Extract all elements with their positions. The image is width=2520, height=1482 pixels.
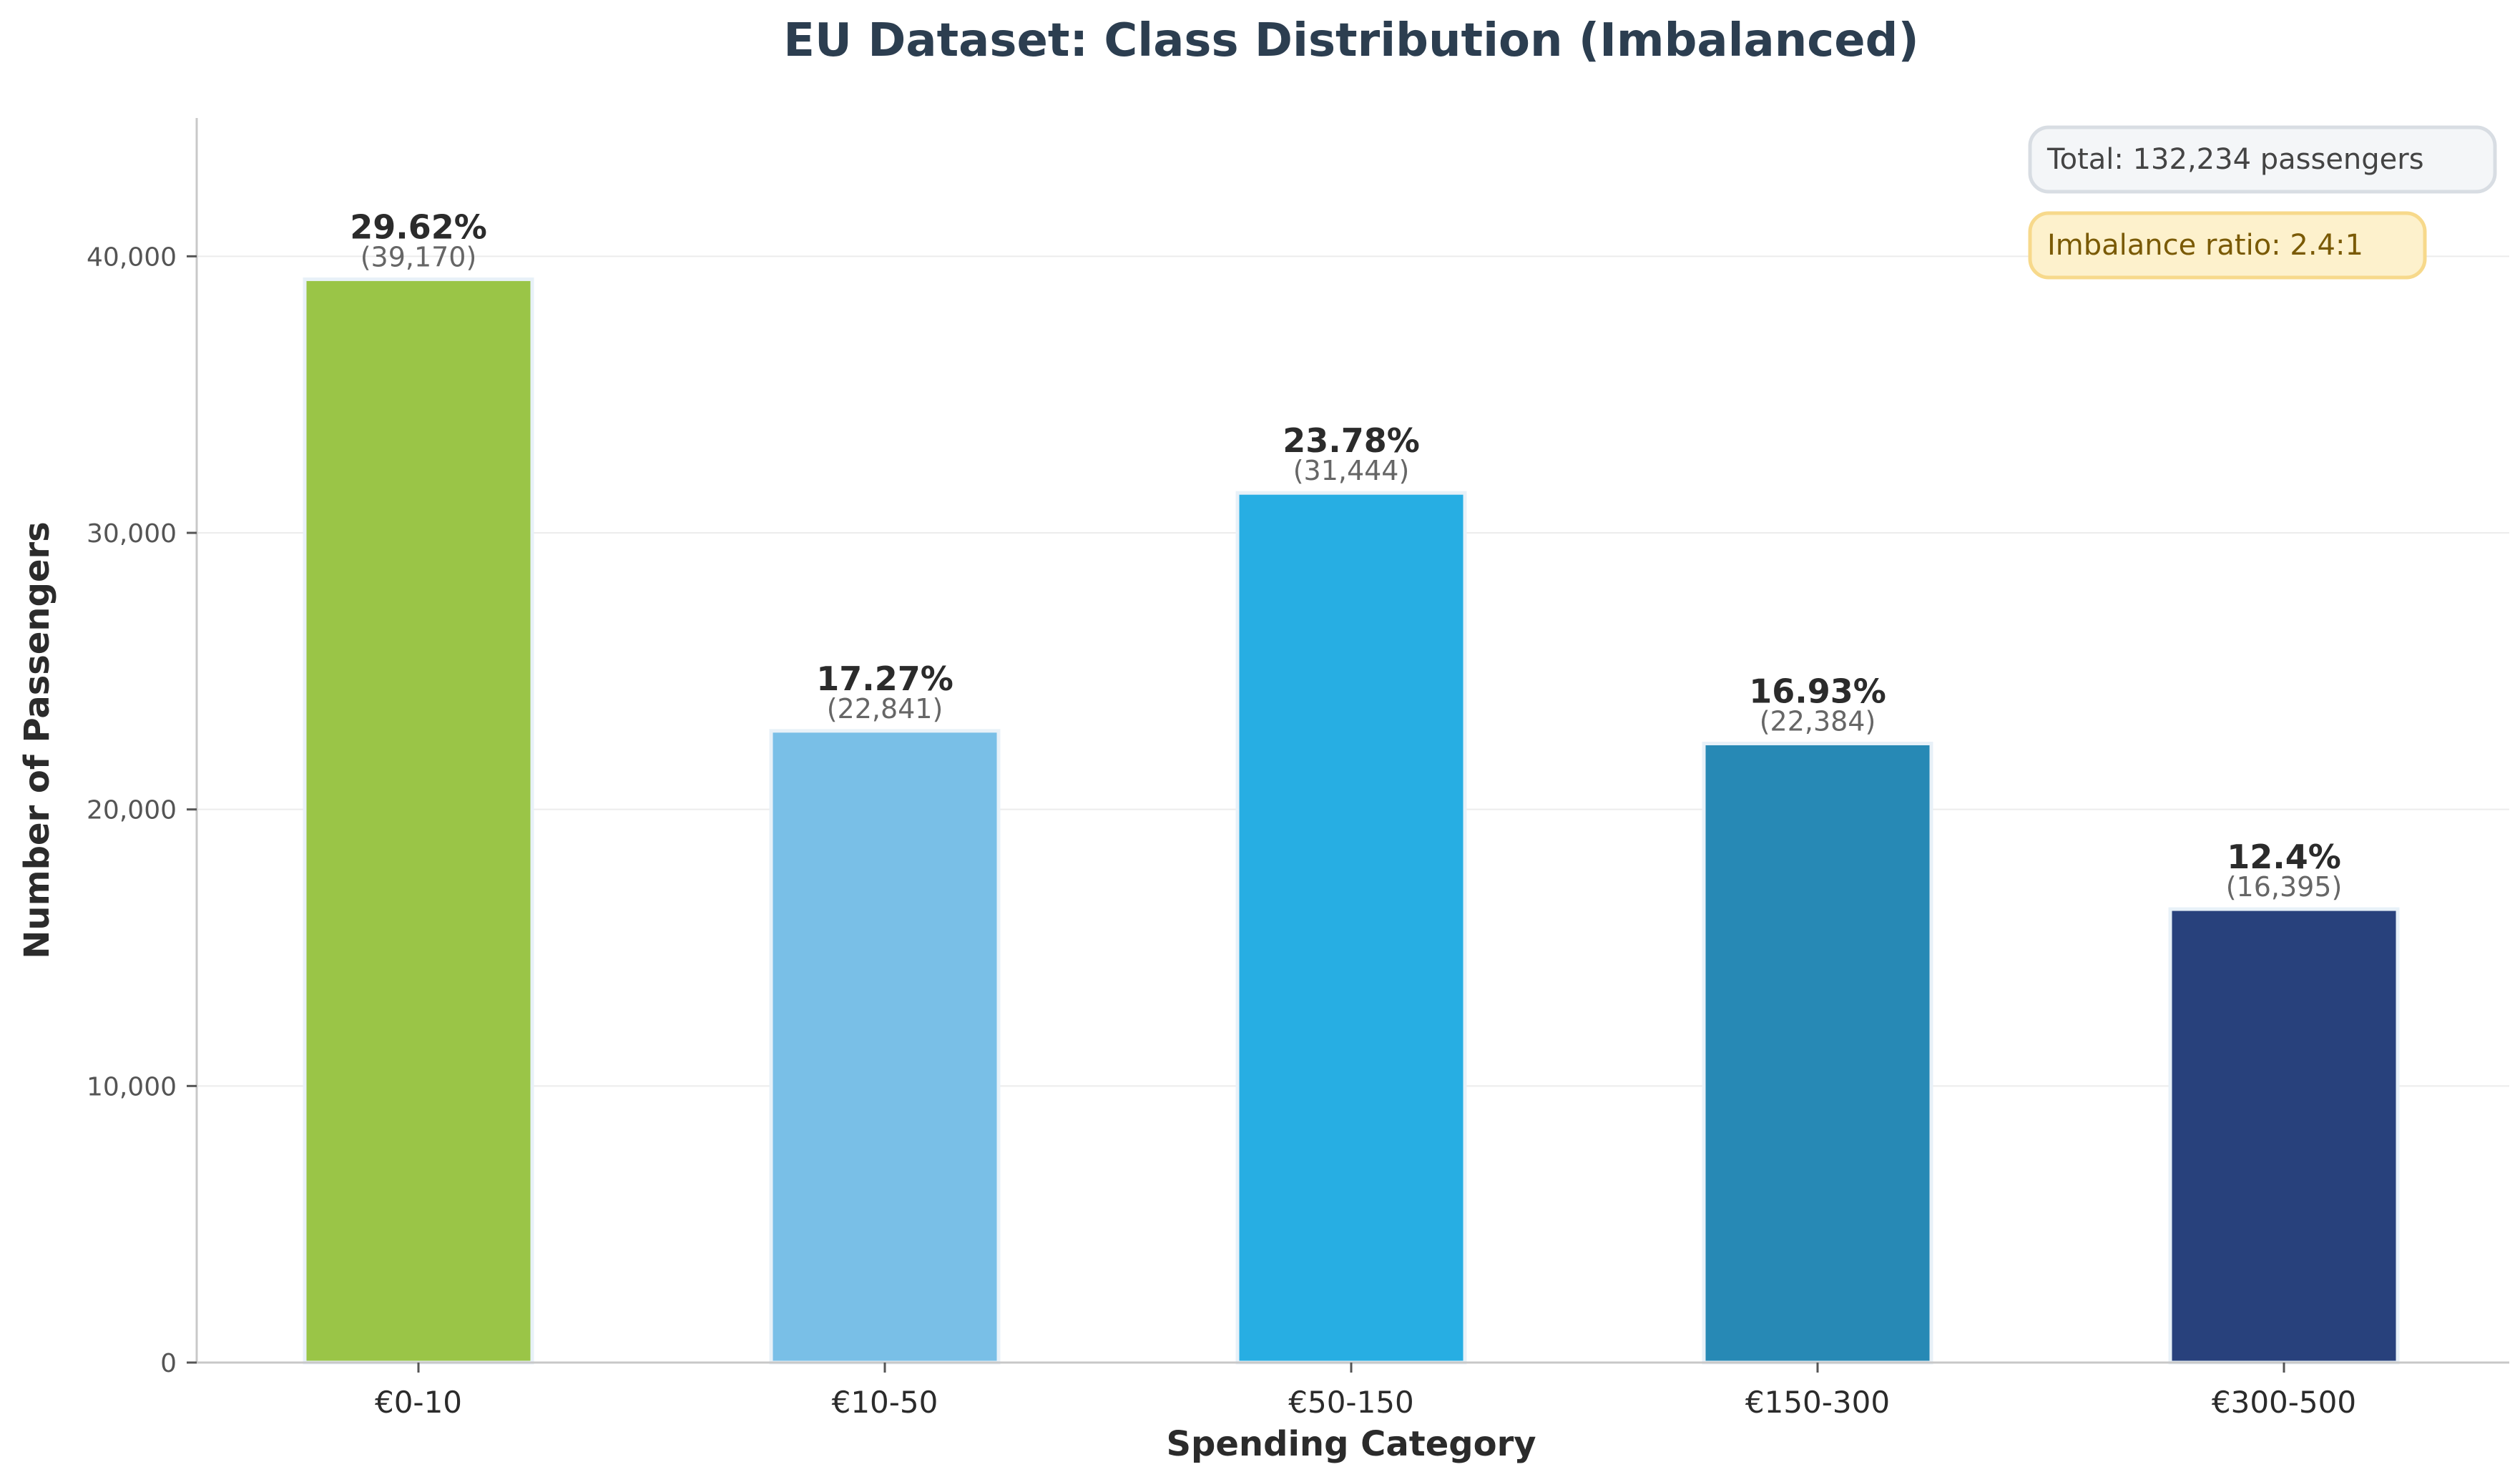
total-annotation-box bbox=[2028, 125, 2497, 194]
bar-percent-label: 16.93% bbox=[1749, 672, 1886, 710]
x-tick-label: €0-10 bbox=[375, 1385, 462, 1420]
imbalance-annotation-text: Imbalance ratio: 2.4:1 bbox=[2047, 229, 2363, 262]
bar bbox=[2168, 907, 2400, 1365]
bar-labels: 29.62%(39,170) 17.27%(22,841) 23.78%(31,44… bbox=[350, 207, 2342, 903]
imbalance-annotation: Imbalance ratio: 2.4:1 bbox=[2028, 211, 2427, 280]
y-tick-label: 0 bbox=[160, 1349, 177, 1378]
x-tick-label: €150-300 bbox=[1745, 1385, 1890, 1420]
x-axis-label: Spending Category bbox=[1166, 1424, 1536, 1464]
bar-percent-label: 23.78% bbox=[1283, 421, 1420, 460]
imbalance-annotation-box bbox=[2028, 211, 2427, 280]
x-tick-label: €300-500 bbox=[2212, 1385, 2356, 1420]
total-annotation-text: Total: 132,234 passengers bbox=[2046, 143, 2424, 176]
y-tick-label: 40,000 bbox=[87, 242, 177, 272]
axes bbox=[195, 118, 2509, 1364]
y-tick-label: 10,000 bbox=[87, 1072, 177, 1101]
x-ticks: €0-10 €10-50 €50-150 €150-300 €300-500 bbox=[375, 1363, 2356, 1420]
bar bbox=[769, 729, 1001, 1365]
bar bbox=[303, 277, 534, 1365]
bar-count-label: (39,170) bbox=[361, 241, 477, 273]
bar bbox=[1702, 741, 1933, 1365]
bar-count-label: (22,841) bbox=[827, 693, 943, 725]
bar-percent-label: 17.27% bbox=[816, 659, 953, 698]
bar-percent-label: 29.62% bbox=[350, 207, 487, 246]
chart-title: EU Dataset: Class Distribution (Imbalanc… bbox=[783, 14, 1918, 67]
bars bbox=[303, 277, 2400, 1365]
bar bbox=[1235, 491, 1467, 1365]
bar-count-label: (22,384) bbox=[1760, 705, 1876, 737]
bar-percent-label: 12.4% bbox=[2227, 838, 2341, 876]
x-tick-label: €10-50 bbox=[832, 1385, 938, 1420]
x-tick-label: €50-150 bbox=[1288, 1385, 1414, 1420]
y-tick-label: 20,000 bbox=[87, 796, 177, 825]
y-ticks: 0 10,000 20,000 30,000 40,000 bbox=[87, 242, 197, 1378]
y-tick-label: 30,000 bbox=[87, 519, 177, 549]
bar-count-label: (31,444) bbox=[1293, 455, 1410, 486]
bar-count-label: (16,395) bbox=[2226, 871, 2343, 903]
y-axis-label: Number of Passengers bbox=[17, 521, 57, 959]
total-annotation: Total: 132,234 passengers bbox=[2028, 125, 2497, 194]
